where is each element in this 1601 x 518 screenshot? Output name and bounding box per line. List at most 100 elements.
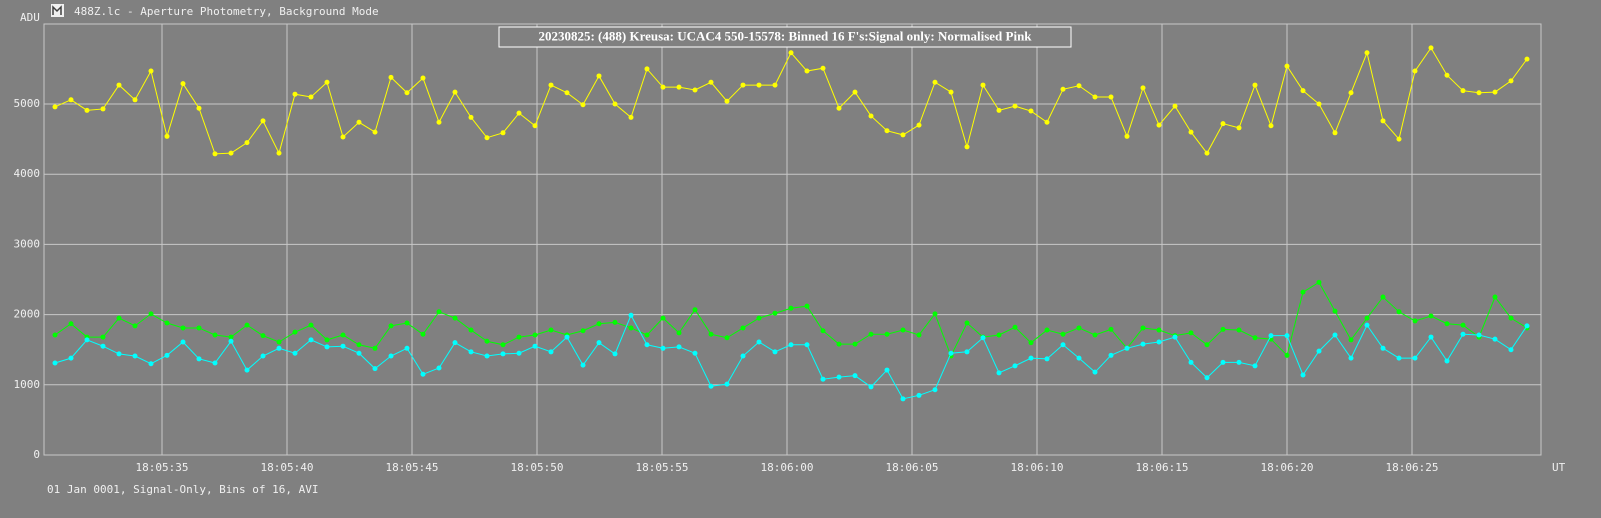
data-point [900,327,906,333]
data-point [708,331,714,337]
data-point [740,325,746,331]
data-point [372,129,378,135]
data-point [1412,355,1418,361]
data-point [1364,50,1370,56]
data-point [1524,323,1530,329]
data-point [580,362,586,368]
data-point [1268,123,1274,129]
data-point [692,87,698,93]
data-point [292,91,298,97]
data-point [1252,335,1258,341]
data-point [1156,327,1162,333]
data-point [628,114,634,120]
data-point [468,349,474,355]
data-point [260,333,266,339]
data-point [1396,136,1402,142]
x-tick-label: 18:05:40 [261,461,314,474]
data-point [772,310,778,316]
data-point [676,330,682,336]
x-tick-label: 18:05:45 [386,461,439,474]
data-point [516,110,522,116]
data-point [1236,327,1242,333]
data-point [1012,324,1018,330]
data-point [420,371,426,377]
x-tick-label: 18:05:35 [136,461,189,474]
data-point [372,345,378,351]
y-tick-label: 0 [33,448,40,461]
data-point [756,339,762,345]
data-point [324,79,330,85]
data-point [68,355,74,361]
chart-title: 20230825: (488) Kreusa: UCAC4 550-15578:… [538,28,1032,43]
data-point [500,351,506,357]
data-point [1140,341,1146,347]
data-point [180,325,186,331]
data-point [676,84,682,90]
data-point [932,311,938,317]
data-point [516,334,522,340]
data-point [932,79,938,85]
data-point [532,123,538,129]
data-point [532,343,538,349]
data-point [212,360,218,366]
data-point [612,319,618,325]
data-point [996,107,1002,113]
data-point [1508,315,1514,321]
data-point [292,329,298,335]
data-point [500,342,506,348]
data-point [52,360,58,366]
data-point [164,320,170,326]
data-point [868,384,874,390]
data-point [644,332,650,338]
data-point [1380,345,1386,351]
data-point [132,323,138,329]
data-point [1476,332,1482,338]
data-point [1412,68,1418,74]
data-point [1316,279,1322,285]
data-point [340,134,346,140]
data-point [356,342,362,348]
data-point [1204,342,1210,348]
data-point [692,307,698,313]
data-point [1220,121,1226,127]
data-point [212,332,218,338]
data-point [212,151,218,157]
data-point [276,345,282,351]
data-point [884,367,890,373]
data-point [916,332,922,338]
data-point [292,350,298,356]
data-point [1524,56,1530,62]
data-point [788,50,794,56]
data-point [1444,321,1450,327]
data-point [1428,313,1434,319]
data-point [644,66,650,72]
x-tick-label: 18:06:05 [886,461,939,474]
data-point [308,337,314,343]
data-point [52,332,58,338]
data-point [484,135,490,141]
x-tick-label: 18:06:10 [1011,461,1064,474]
data-point [420,331,426,337]
data-point [1124,133,1130,139]
x-tick-label: 18:05:55 [636,461,689,474]
data-point [84,107,90,113]
footer: 01 Jan 0001, Signal-Only, Bins of 16, AV… [47,483,319,496]
data-point [788,305,794,311]
data-point [68,321,74,327]
data-point [772,349,778,355]
data-point [1188,359,1194,365]
data-point [276,150,282,156]
data-point [1284,352,1290,358]
data-point [900,132,906,138]
x-tick-label: 18:06:20 [1261,461,1314,474]
data-point [980,82,986,88]
data-point [1060,86,1066,92]
data-point [1444,358,1450,364]
data-point [1300,289,1306,295]
data-point [452,315,458,321]
data-point [1172,334,1178,340]
data-point [1476,90,1482,96]
data-point [724,335,730,341]
data-point [1284,333,1290,339]
